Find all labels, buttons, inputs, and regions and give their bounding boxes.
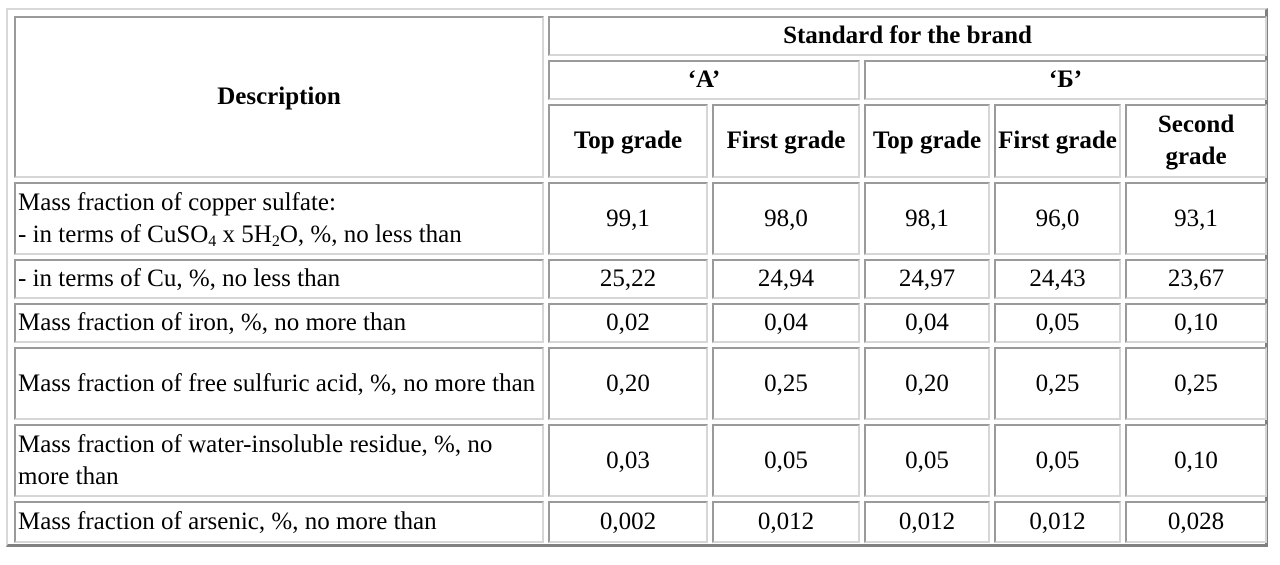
value-cell: 0,25 <box>994 347 1121 420</box>
formula-part: - in terms of CuSO <box>18 220 209 248</box>
value-cell: 0,25 <box>1125 347 1268 420</box>
value-cell: 0,012 <box>712 501 860 543</box>
value-cell: 0,04 <box>712 303 860 343</box>
brand-b-header: ‘Б’ <box>864 60 1268 100</box>
row-label-line: Mass fraction of copper sulfate: <box>18 188 336 216</box>
value-cell: 23,67 <box>1125 259 1268 299</box>
formula-part: O, %, no less than <box>279 220 462 248</box>
value-cell: 0,05 <box>864 424 990 497</box>
value-cell: 0,10 <box>1125 303 1268 343</box>
row-label: Mass fraction of iron, %, no more than <box>14 303 544 343</box>
value-cell: 0,05 <box>712 424 860 497</box>
value-cell: 0,05 <box>994 424 1121 497</box>
table-row: - in terms of Cu, %, no less than 25,22 … <box>14 259 1268 299</box>
formula-subscript: 2 <box>271 232 280 250</box>
row-label: Mass fraction of water-insoluble residue… <box>14 424 544 497</box>
brand-a-header: ‘А’ <box>548 60 860 100</box>
grade-header: Second grade <box>1125 104 1268 178</box>
row-label: Mass fraction of arsenic, %, no more tha… <box>14 501 544 543</box>
standard-header: Standard for the brand <box>548 16 1268 56</box>
value-cell: 99,1 <box>548 182 708 255</box>
grade-header: Top grade <box>548 104 708 178</box>
specification-table: Description Standard for the brand ‘А’ ‘… <box>10 12 1271 547</box>
table-row: Mass fraction of free sulfuric acid, %, … <box>14 347 1268 420</box>
grade-header: First grade <box>712 104 860 178</box>
header-row-2: ‘А’ ‘Б’ <box>14 60 1268 100</box>
row-label: - in terms of Cu, %, no less than <box>14 259 544 299</box>
formula-subscript: 4 <box>208 232 217 250</box>
value-cell: 0,012 <box>864 501 990 543</box>
value-cell: 0,10 <box>1125 424 1268 497</box>
header-row-1: Description Standard for the brand <box>14 16 1268 178</box>
row-label: Mass fraction of copper sulfate: - in te… <box>14 182 544 255</box>
header-row-3: Top grade First grade Top grade First gr… <box>14 104 1268 178</box>
table-frame: Description Standard for the brand ‘А’ ‘… <box>6 8 1268 547</box>
value-cell: 24,94 <box>712 259 860 299</box>
value-cell: 96,0 <box>994 182 1121 255</box>
value-cell: 0,03 <box>548 424 708 497</box>
table-row: Mass fraction of iron, %, no more than 0… <box>14 303 1268 343</box>
value-cell: 0,20 <box>864 347 990 420</box>
grade-header: First grade <box>994 104 1121 178</box>
value-cell: 98,1 <box>864 182 990 255</box>
value-cell: 0,028 <box>1125 501 1268 543</box>
value-cell: 0,04 <box>864 303 990 343</box>
value-cell: 0,012 <box>994 501 1121 543</box>
value-cell: 24,43 <box>994 259 1121 299</box>
value-cell: 0,002 <box>548 501 708 543</box>
value-cell: 0,02 <box>548 303 708 343</box>
formula-part: x 5H <box>216 220 272 248</box>
value-cell: 24,97 <box>864 259 990 299</box>
value-cell: 98,0 <box>712 182 860 255</box>
description-header: Description <box>14 16 544 178</box>
table-row: Mass fraction of copper sulfate: - in te… <box>14 182 1268 255</box>
row-label: Mass fraction of free sulfuric acid, %, … <box>14 347 544 420</box>
value-cell: 25,22 <box>548 259 708 299</box>
table-row: Mass fraction of arsenic, %, no more tha… <box>14 501 1268 543</box>
value-cell: 0,05 <box>994 303 1121 343</box>
value-cell: 0,20 <box>548 347 708 420</box>
value-cell: 93,1 <box>1125 182 1268 255</box>
value-cell: 0,25 <box>712 347 860 420</box>
table-row: Mass fraction of water-insoluble residue… <box>14 424 1268 497</box>
grade-header: Top grade <box>864 104 990 178</box>
row-label-line: - in terms of CuSO4 x 5H2O, %, no less t… <box>18 220 462 250</box>
